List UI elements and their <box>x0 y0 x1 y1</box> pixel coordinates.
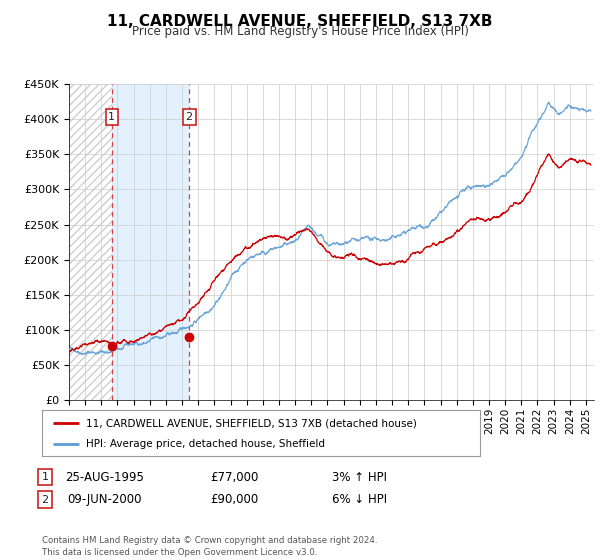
Text: 1: 1 <box>41 472 49 482</box>
Text: 2: 2 <box>41 494 49 505</box>
Text: HPI: Average price, detached house, Sheffield: HPI: Average price, detached house, Shef… <box>86 440 325 450</box>
Bar <box>69 84 112 400</box>
Text: 09-JUN-2000: 09-JUN-2000 <box>68 493 142 506</box>
Bar <box>69 84 112 400</box>
Text: £90,000: £90,000 <box>210 493 258 506</box>
Text: £77,000: £77,000 <box>210 470 258 484</box>
Text: 1: 1 <box>109 112 115 122</box>
Text: 2: 2 <box>185 112 193 122</box>
Text: Price paid vs. HM Land Registry's House Price Index (HPI): Price paid vs. HM Land Registry's House … <box>131 25 469 38</box>
Text: Contains HM Land Registry data © Crown copyright and database right 2024.
This d: Contains HM Land Registry data © Crown c… <box>42 536 377 557</box>
Text: 25-AUG-1995: 25-AUG-1995 <box>65 470 145 484</box>
Text: 11, CARDWELL AVENUE, SHEFFIELD, S13 7XB: 11, CARDWELL AVENUE, SHEFFIELD, S13 7XB <box>107 14 493 29</box>
Text: 3% ↑ HPI: 3% ↑ HPI <box>332 470 388 484</box>
Bar <box>112 84 189 400</box>
Text: 11, CARDWELL AVENUE, SHEFFIELD, S13 7XB (detached house): 11, CARDWELL AVENUE, SHEFFIELD, S13 7XB … <box>86 418 416 428</box>
Text: 6% ↓ HPI: 6% ↓ HPI <box>332 493 388 506</box>
